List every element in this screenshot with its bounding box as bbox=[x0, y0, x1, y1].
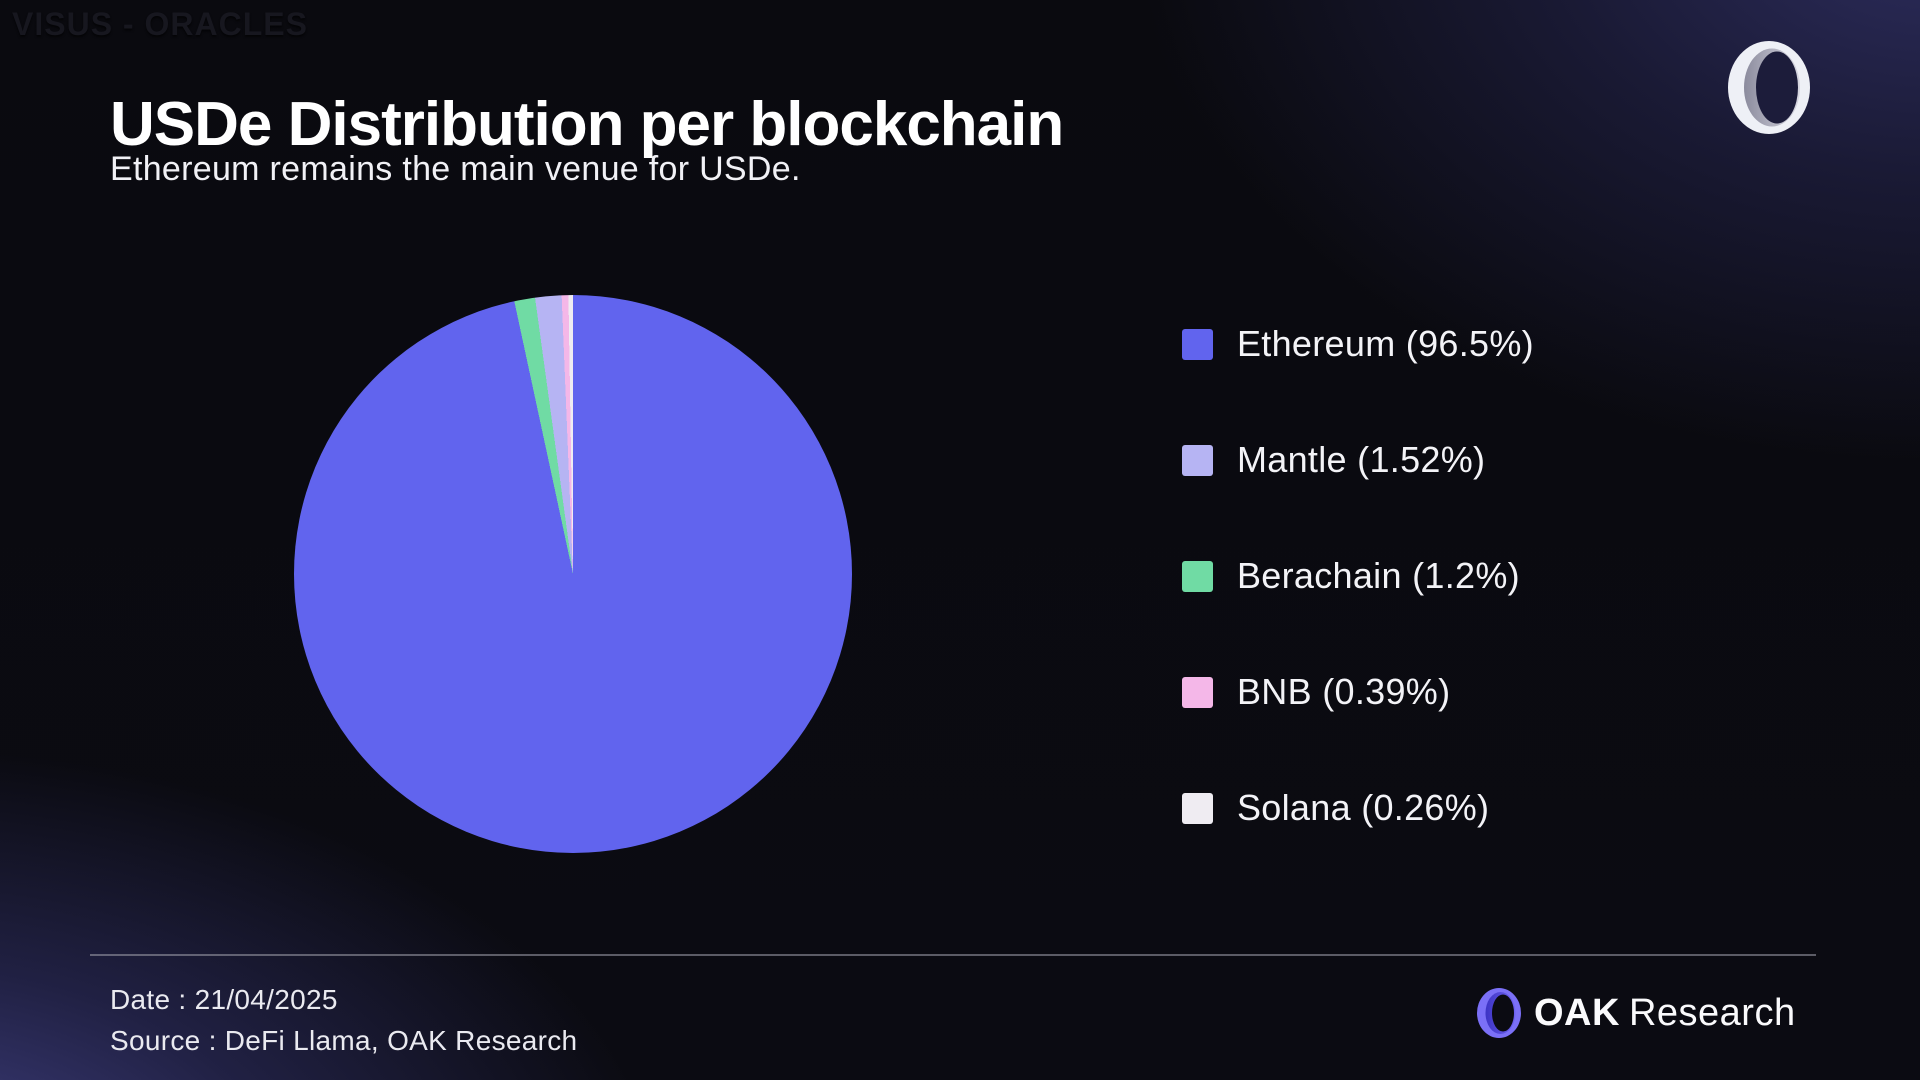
legend-item: Mantle (1.52%) bbox=[1182, 439, 1534, 480]
legend-item: Solana (0.26%) bbox=[1182, 787, 1534, 828]
legend-swatch bbox=[1182, 560, 1213, 592]
legend-item: Ethereum (96.5%) bbox=[1182, 323, 1534, 364]
legend-label: Berachain (1.2%) bbox=[1237, 555, 1520, 596]
legend: Ethereum (96.5%) Mantle (1.52%) Berachain … bbox=[1182, 323, 1534, 828]
legend-swatch bbox=[1182, 792, 1213, 824]
watermark-text: VISUS - ORACLES bbox=[12, 6, 308, 42]
legend-item: BNB (0.39%) bbox=[1182, 671, 1534, 712]
legend-swatch bbox=[1182, 676, 1213, 708]
legend-swatch bbox=[1182, 328, 1213, 360]
brand-name-bold: OAK bbox=[1534, 991, 1620, 1034]
legend-swatch bbox=[1182, 444, 1213, 476]
footer-divider bbox=[90, 954, 1816, 956]
legend-label: Solana (0.26%) bbox=[1237, 787, 1490, 828]
brand-name: OAK Research bbox=[1534, 992, 1796, 1035]
brand-name-light: Research bbox=[1628, 991, 1796, 1034]
footer-source: Source : DeFi Llama, OAK Research bbox=[110, 1025, 578, 1056]
legend-item: Berachain (1.2%) bbox=[1182, 555, 1534, 596]
legend-label: BNB (0.39%) bbox=[1237, 671, 1451, 712]
legend-label: Mantle (1.52%) bbox=[1237, 439, 1486, 480]
oak-ring-icon bbox=[1477, 988, 1521, 1038]
footer-date: Date : 21/04/2025 bbox=[110, 984, 338, 1015]
brand-logo: OAK Research bbox=[1477, 986, 1796, 1040]
pie-chart bbox=[294, 295, 852, 853]
oak-ring-icon bbox=[1728, 41, 1810, 134]
legend-label: Ethereum (96.5%) bbox=[1237, 323, 1534, 364]
page-title: USDe Distribution per blockchain bbox=[110, 89, 1064, 159]
page-subtitle: Ethereum remains the main venue for USDe… bbox=[110, 150, 801, 188]
